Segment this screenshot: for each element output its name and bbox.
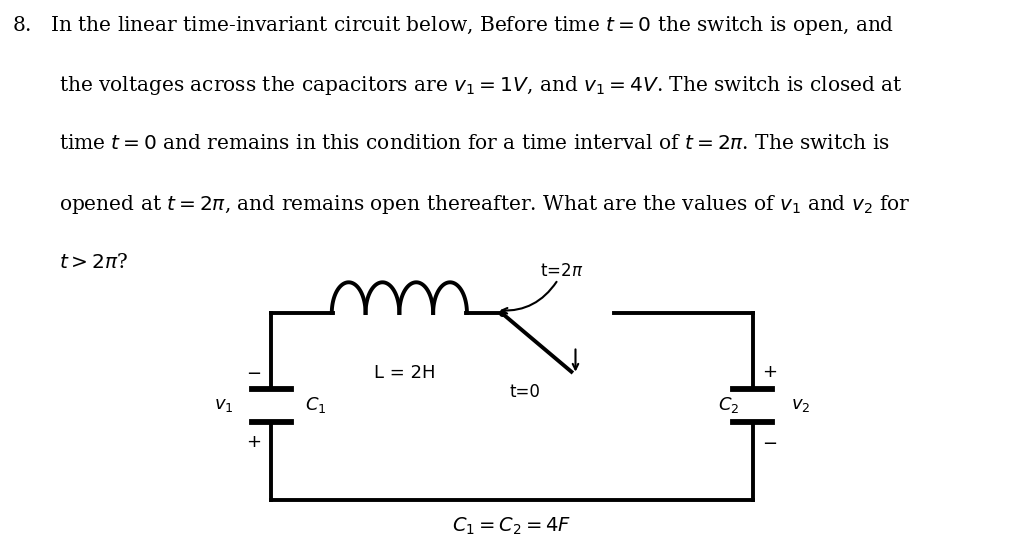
- Text: $t > 2\pi$?: $t > 2\pi$?: [59, 253, 129, 272]
- Text: t=2$\pi$: t=2$\pi$: [540, 262, 583, 280]
- Text: opened at $t = 2\pi$, and remains open thereafter. What are the values of $v_1$ : opened at $t = 2\pi$, and remains open t…: [59, 193, 910, 216]
- Text: $C_2$: $C_2$: [718, 395, 739, 415]
- Text: $-$: $-$: [763, 433, 777, 451]
- Text: t=0: t=0: [510, 383, 541, 401]
- Text: $C_1$: $C_1$: [305, 395, 327, 415]
- Text: time $t = 0$ and remains in this condition for a time interval of $t = 2\pi$. Th: time $t = 0$ and remains in this conditi…: [59, 134, 890, 153]
- Text: the voltages across the capacitors are $v_1 = 1V$, and $v_1 = 4V$. The switch is: the voltages across the capacitors are $…: [59, 74, 903, 97]
- Text: $v_1$: $v_1$: [214, 396, 233, 414]
- Text: $v_2$: $v_2$: [791, 396, 810, 414]
- Text: $+$: $+$: [763, 363, 777, 381]
- Text: L = 2H: L = 2H: [374, 364, 435, 382]
- Text: $-$: $-$: [247, 363, 261, 381]
- Text: $+$: $+$: [247, 433, 261, 451]
- Text: $C_1 = C_2 = 4F$: $C_1 = C_2 = 4F$: [453, 516, 571, 537]
- Text: 8.   In the linear time-invariant circuit below, Before time $t = 0$ the switch : 8. In the linear time-invariant circuit …: [12, 14, 895, 37]
